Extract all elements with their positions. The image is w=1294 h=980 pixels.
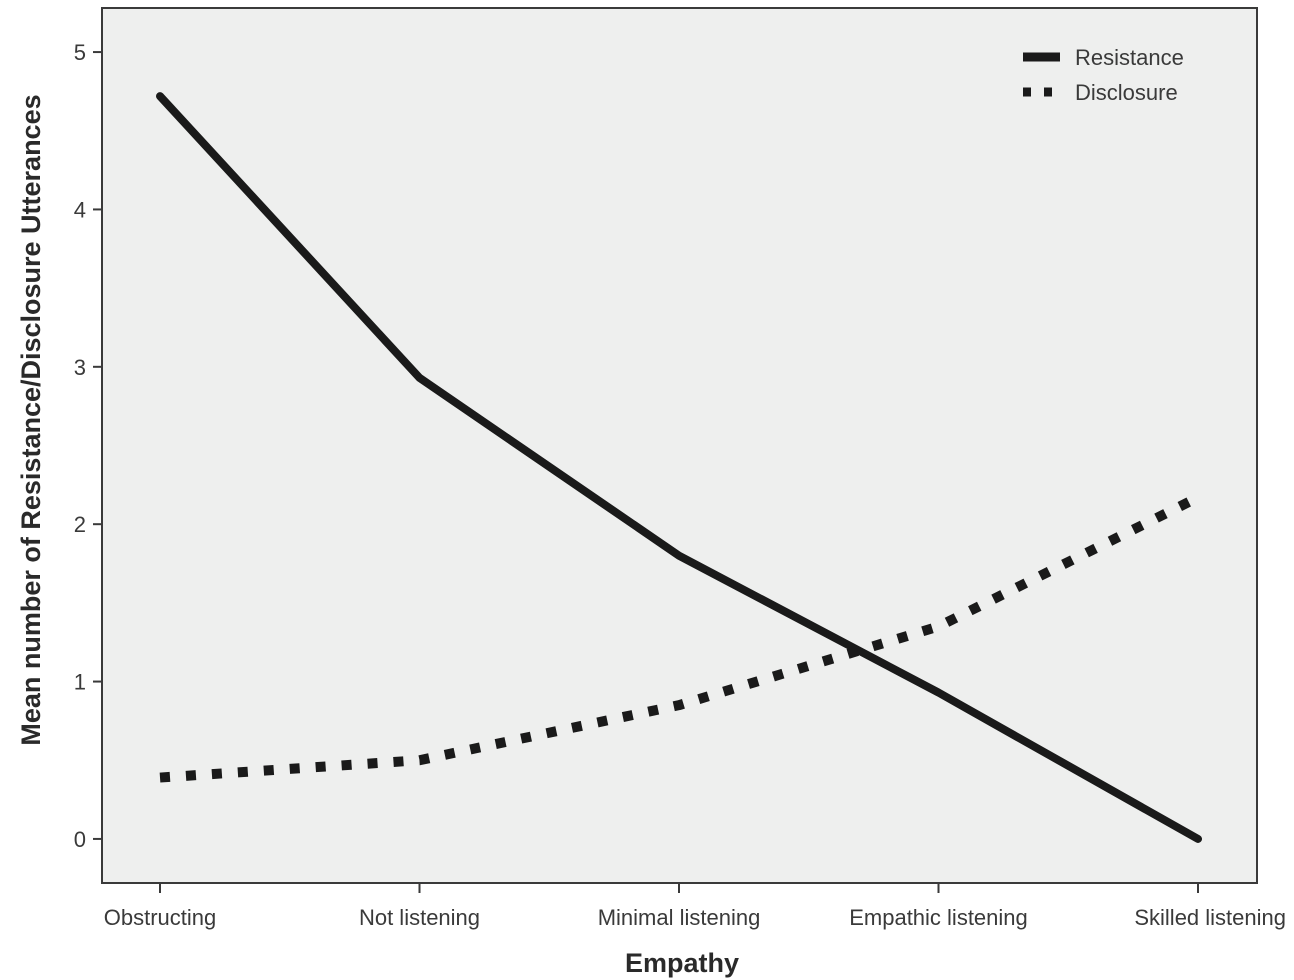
x-tick-label: Empathic listening xyxy=(849,905,1028,930)
y-tick-label: 1 xyxy=(74,670,86,695)
y-axis-title: Mean number of Resistance/Disclosure Utt… xyxy=(16,94,46,745)
x-axis-title: Empathy xyxy=(625,948,739,978)
x-tick-label: Minimal listening xyxy=(598,905,761,930)
x-tick-label: Obstructing xyxy=(104,905,217,930)
legend-label-disclosure: Disclosure xyxy=(1075,80,1178,105)
y-tick-label: 5 xyxy=(74,40,86,65)
y-tick-label: 0 xyxy=(74,827,86,852)
x-tick-label: Not listening xyxy=(359,905,480,930)
series-line-resistance xyxy=(156,92,1202,843)
y-axis: 0 1 2 3 4 5 xyxy=(74,40,102,852)
y-tick-label: 2 xyxy=(74,512,86,537)
series-line-disclosure xyxy=(159,492,1201,783)
legend: Resistance Disclosure xyxy=(1023,45,1184,105)
series-layer xyxy=(156,92,1202,843)
y-tick-label: 4 xyxy=(74,197,86,222)
x-tick-label: Skilled listening xyxy=(1134,905,1286,930)
legend-label-resistance: Resistance xyxy=(1075,45,1184,70)
x-axis: Obstructing Not listening Minimal listenin… xyxy=(104,883,1286,930)
plot-area xyxy=(101,7,1258,884)
y-tick-label: 3 xyxy=(74,355,86,380)
